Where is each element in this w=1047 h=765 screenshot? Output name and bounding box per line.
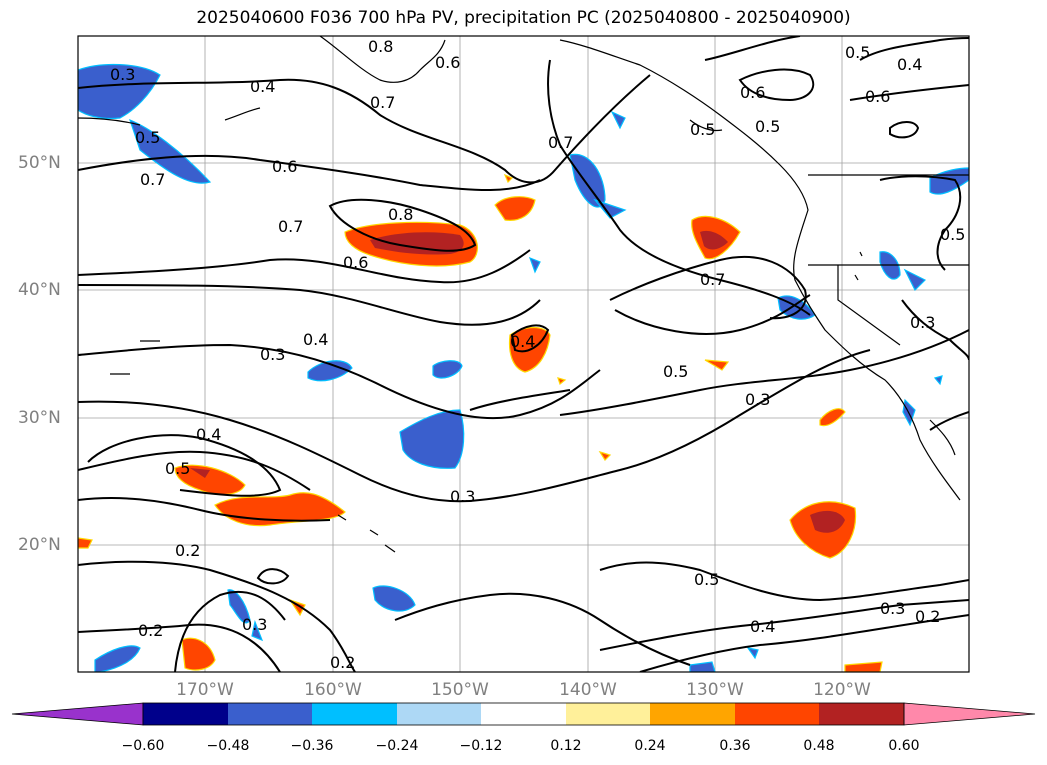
colorbar-tick: 0.36 [719, 738, 751, 754]
contour-label: 0.3 [450, 487, 475, 506]
positive-precip-areas [78, 173, 883, 672]
colorbar-extend-max [903, 702, 1036, 726]
colorbar-segment [228, 703, 312, 725]
lat-label-30n: 30°N [18, 408, 61, 428]
contour-label: 0.5 [755, 117, 780, 136]
contour-label: 0.2 [138, 621, 163, 640]
colorbar-tick: −0.36 [290, 738, 334, 754]
colorbar [11, 702, 1036, 726]
lat-label-40n: 40°N [18, 280, 61, 300]
colorbar-tick: −0.12 [459, 738, 503, 754]
colorbar-tick: −0.24 [375, 738, 419, 754]
pv-contours [78, 36, 969, 672]
contour-label: 0.2 [915, 607, 940, 626]
colorbar-tick: −0.48 [206, 738, 250, 754]
colorbar-tick: 0.60 [888, 738, 920, 754]
lon-label-170w: 170°W [176, 680, 234, 700]
contour-label: 0.7 [370, 93, 395, 112]
colorbar-tick: −0.60 [121, 738, 165, 754]
map-frame [77, 35, 970, 673]
colorbar-segment [819, 703, 904, 725]
contour-label: 0.5 [663, 362, 688, 381]
contour-label: 0.6 [865, 87, 890, 106]
contour-label: 0.7 [278, 217, 303, 236]
contour-label: 0.7 [700, 270, 725, 289]
contour-label: 0.6 [435, 53, 460, 72]
lat-label-20n: 20°N [18, 535, 61, 555]
contour-label: 0.4 [250, 77, 275, 96]
colorbar-segment [481, 703, 566, 725]
colorbar-segment [566, 703, 650, 725]
contour-label: 0.2 [175, 541, 200, 560]
contour-label: 0.6 [343, 253, 368, 272]
contour-label: 0.3 [745, 390, 770, 409]
colorbar-segment [143, 703, 228, 725]
colorbar-tick: 0.48 [803, 738, 835, 754]
contour-label: 0.7 [548, 133, 573, 152]
lon-label-140w: 140°W [559, 680, 617, 700]
contour-label: 0.6 [272, 157, 297, 176]
contour-label: 0.4 [196, 425, 221, 444]
contour-label: 0.4 [510, 332, 535, 351]
contour-label: 0.4 [897, 55, 922, 74]
contour-label: 0.3 [910, 313, 935, 332]
lon-label-160w: 160°W [304, 680, 362, 700]
colorbar-extend-min [11, 702, 144, 726]
colorbar-tick: 0.24 [634, 738, 666, 754]
contour-label: 0.7 [140, 170, 165, 189]
contour-label: 0.3 [880, 599, 905, 618]
colorbar-segment [650, 703, 735, 725]
contour-label: 0.5 [690, 120, 715, 139]
lon-label-120w: 120°W [813, 680, 871, 700]
contour-label: 0.5 [845, 43, 870, 62]
contour-label: 0.8 [388, 205, 413, 224]
colorbar-segment [312, 703, 397, 725]
lon-label-130w: 130°W [686, 680, 744, 700]
contour-label: 0.5 [165, 459, 190, 478]
lat-label-50n: 50°N [18, 153, 61, 173]
contour-label: 0.8 [368, 37, 393, 56]
contour-label: 0.5 [135, 128, 160, 147]
contour-label: 0.4 [303, 330, 328, 349]
colorbar-tick: 0.12 [550, 738, 582, 754]
contour-label: 0.6 [740, 83, 765, 102]
lon-label-150w: 150°W [431, 680, 489, 700]
contour-label: 0.3 [242, 615, 267, 634]
chart-title: 2025040600 F036 700 hPa PV, precipitatio… [196, 8, 851, 28]
contour-label: 0.3 [260, 345, 285, 364]
contour-label: 0.3 [110, 65, 135, 84]
contour-label: 0.2 [330, 653, 355, 672]
contour-label: 0.4 [750, 617, 775, 636]
colorbar-segment [397, 703, 481, 725]
contour-label: 0.5 [694, 570, 719, 589]
negative-precip-areas [78, 63, 969, 672]
colorbar-segment [735, 703, 819, 725]
contour-labels: 0.4 0.7 0.8 0.6 0.5 0.7 0.6 0.8 0.7 0.6 … [110, 37, 965, 672]
contour-label: 0.5 [940, 225, 965, 244]
